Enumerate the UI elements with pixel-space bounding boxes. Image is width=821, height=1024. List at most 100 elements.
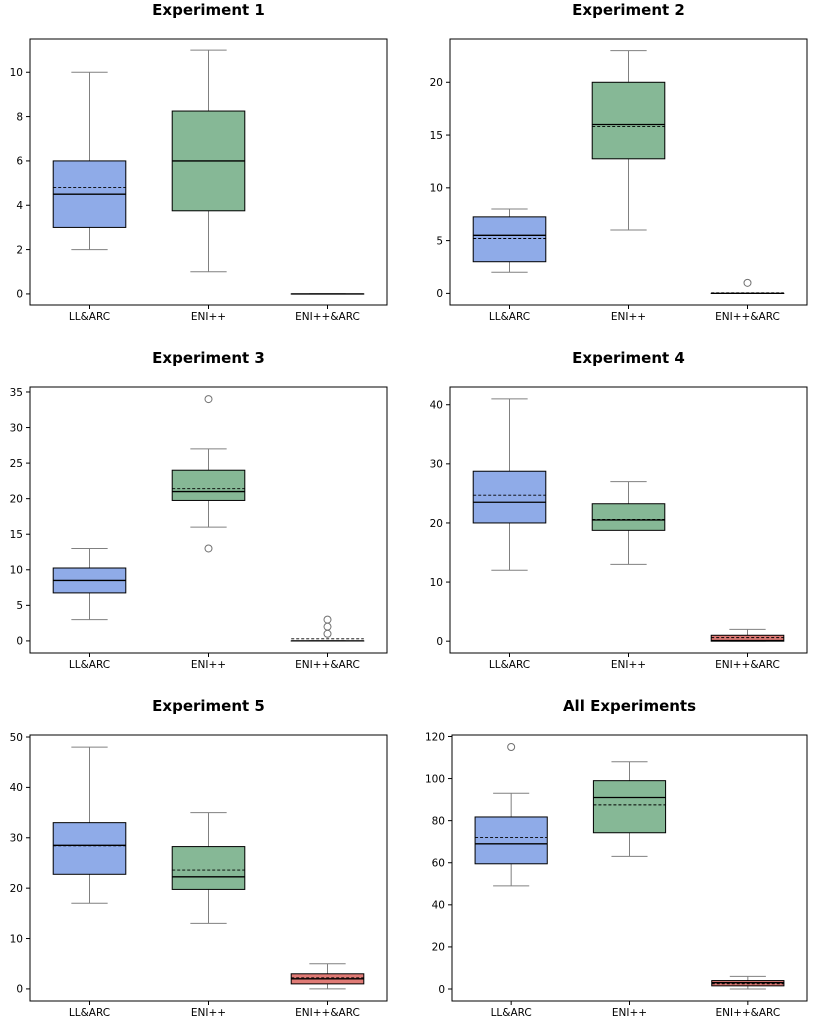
x-tick-label: ENI++ — [191, 659, 226, 671]
box-eni-arc — [290, 963, 365, 990]
outlier-point — [204, 395, 213, 404]
y-tick-label: 30 — [10, 833, 23, 845]
y-tick-label: 0 — [436, 636, 443, 648]
box-eni- — [171, 49, 246, 273]
subplot-title: Experiment 4 — [572, 349, 685, 367]
box-body — [472, 470, 547, 524]
y-tick-label: 80 — [432, 815, 445, 827]
x-tick-label: LL&ARC — [489, 311, 530, 323]
x-tick-label: ENI++ — [611, 659, 646, 671]
y-tick-label: 20 — [10, 883, 23, 895]
x-tick-label: LL&ARC — [489, 659, 530, 671]
y-tick-label: 120 — [425, 731, 445, 743]
box-eni- — [591, 481, 666, 565]
y-tick-label: 0 — [436, 288, 443, 300]
box-eni-arc — [710, 278, 785, 295]
box-eni-arc — [711, 975, 785, 990]
x-tick-label: ENI++&ARC — [295, 1007, 360, 1019]
x-tick-label: ENI++ — [191, 311, 226, 323]
y-tick-label: 5 — [16, 600, 23, 612]
x-tick-label: ENI++ — [612, 1007, 647, 1019]
y-tick-label: 15 — [10, 529, 23, 541]
x-tick-label: LL&ARC — [69, 1007, 110, 1019]
y-tick-label: 2 — [16, 244, 23, 256]
outlier-point — [323, 622, 332, 631]
x-tick-label: ENI++ — [611, 311, 646, 323]
box-eni- — [592, 761, 667, 857]
y-tick-label: 30 — [10, 422, 23, 434]
y-tick-label: 0 — [16, 289, 23, 301]
y-tick-label: 20 — [10, 493, 23, 505]
outlier-point — [323, 629, 332, 638]
subplot-title: Experiment 2 — [572, 1, 685, 19]
subplot-6: All Experiments 0 20 40 60 80 100 120 LL&ARC ENI+… — [425, 697, 808, 1019]
y-tick-label: 0 — [16, 984, 23, 996]
y-tick-label: 4 — [16, 200, 23, 212]
y-tick-label: 8 — [16, 111, 23, 123]
box-ll-arc — [474, 742, 548, 887]
x-tick-label: LL&ARC — [491, 1007, 532, 1019]
y-tick-label: 0 — [438, 984, 445, 996]
subplot-2: Experiment 2 0 5 10 15 20 LL&ARC ENI++ ENI++&ARC — [430, 1, 808, 323]
box-ll-arc — [52, 547, 127, 621]
box-eni- — [171, 395, 246, 553]
box-body — [472, 216, 547, 263]
box-ll-arc — [52, 71, 127, 251]
y-tick-label: 50 — [10, 732, 23, 744]
y-tick-label: 10 — [430, 183, 443, 195]
box-body — [171, 469, 246, 501]
x-tick-label: ENI++&ARC — [715, 659, 780, 671]
outlier-point — [507, 742, 516, 751]
subplot-title: Experiment 3 — [152, 349, 265, 367]
box-body — [592, 780, 667, 834]
y-tick-label: 5 — [436, 235, 443, 247]
y-tick-label: 35 — [10, 387, 23, 399]
box-eni- — [171, 812, 246, 924]
box-eni-arc — [290, 615, 365, 642]
subplot-5: Experiment 5 0 10 20 30 40 50 LL&ARC ENI++ ENI++&… — [10, 697, 388, 1019]
y-tick-label: 40 — [430, 400, 443, 412]
box-body — [591, 81, 666, 160]
x-tick-label: ENI++&ARC — [295, 311, 360, 323]
box-body — [171, 846, 246, 890]
y-tick-label: 20 — [430, 518, 443, 530]
subplot-4: Experiment 4 0 10 20 30 40 LL&ARC ENI++ ENI++&AR… — [430, 349, 808, 671]
y-tick-label: 100 — [425, 773, 445, 785]
y-tick-label: 20 — [430, 77, 443, 89]
y-tick-label: 25 — [10, 458, 23, 470]
box-eni-arc — [710, 628, 785, 642]
subplot-title: Experiment 1 — [152, 1, 265, 19]
box-body — [52, 822, 127, 875]
box-eni- — [591, 50, 666, 231]
y-tick-label: 10 — [10, 933, 23, 945]
y-tick-label: 10 — [430, 577, 443, 589]
x-tick-label: ENI++&ARC — [295, 659, 360, 671]
box-ll-arc — [52, 746, 127, 904]
subplot-title: Experiment 5 — [152, 697, 265, 715]
subplot-3: Experiment 3 0 5 10 15 20 25 30 35 LL&ARC ENI++ ENI… — [10, 349, 388, 671]
subplot-title: All Experiments — [563, 697, 696, 715]
y-tick-label: 0 — [16, 636, 23, 648]
box-ll-arc — [472, 208, 547, 273]
outlier-point — [204, 544, 213, 553]
outlier-point — [323, 615, 332, 624]
subplot-1: Experiment 1 0 2 4 6 8 10 LL&ARC ENI++ ENI++&ARC — [10, 1, 388, 323]
box-body — [474, 816, 548, 865]
x-tick-label: ENI++&ARC — [715, 311, 780, 323]
x-tick-label: ENI++ — [191, 1007, 226, 1019]
y-tick-label: 10 — [10, 67, 23, 79]
y-tick-label: 20 — [432, 942, 445, 954]
y-tick-label: 15 — [430, 130, 443, 142]
y-tick-label: 10 — [10, 565, 23, 577]
y-tick-label: 30 — [430, 459, 443, 471]
box-ll-arc — [472, 398, 547, 571]
y-tick-label: 40 — [10, 782, 23, 794]
box-body — [591, 503, 666, 531]
y-tick-label: 60 — [432, 858, 445, 870]
y-tick-label: 40 — [432, 900, 445, 912]
x-tick-label: LL&ARC — [69, 311, 110, 323]
x-tick-label: ENI++&ARC — [716, 1007, 781, 1019]
y-tick-label: 6 — [16, 156, 23, 168]
x-tick-label: LL&ARC — [69, 659, 110, 671]
